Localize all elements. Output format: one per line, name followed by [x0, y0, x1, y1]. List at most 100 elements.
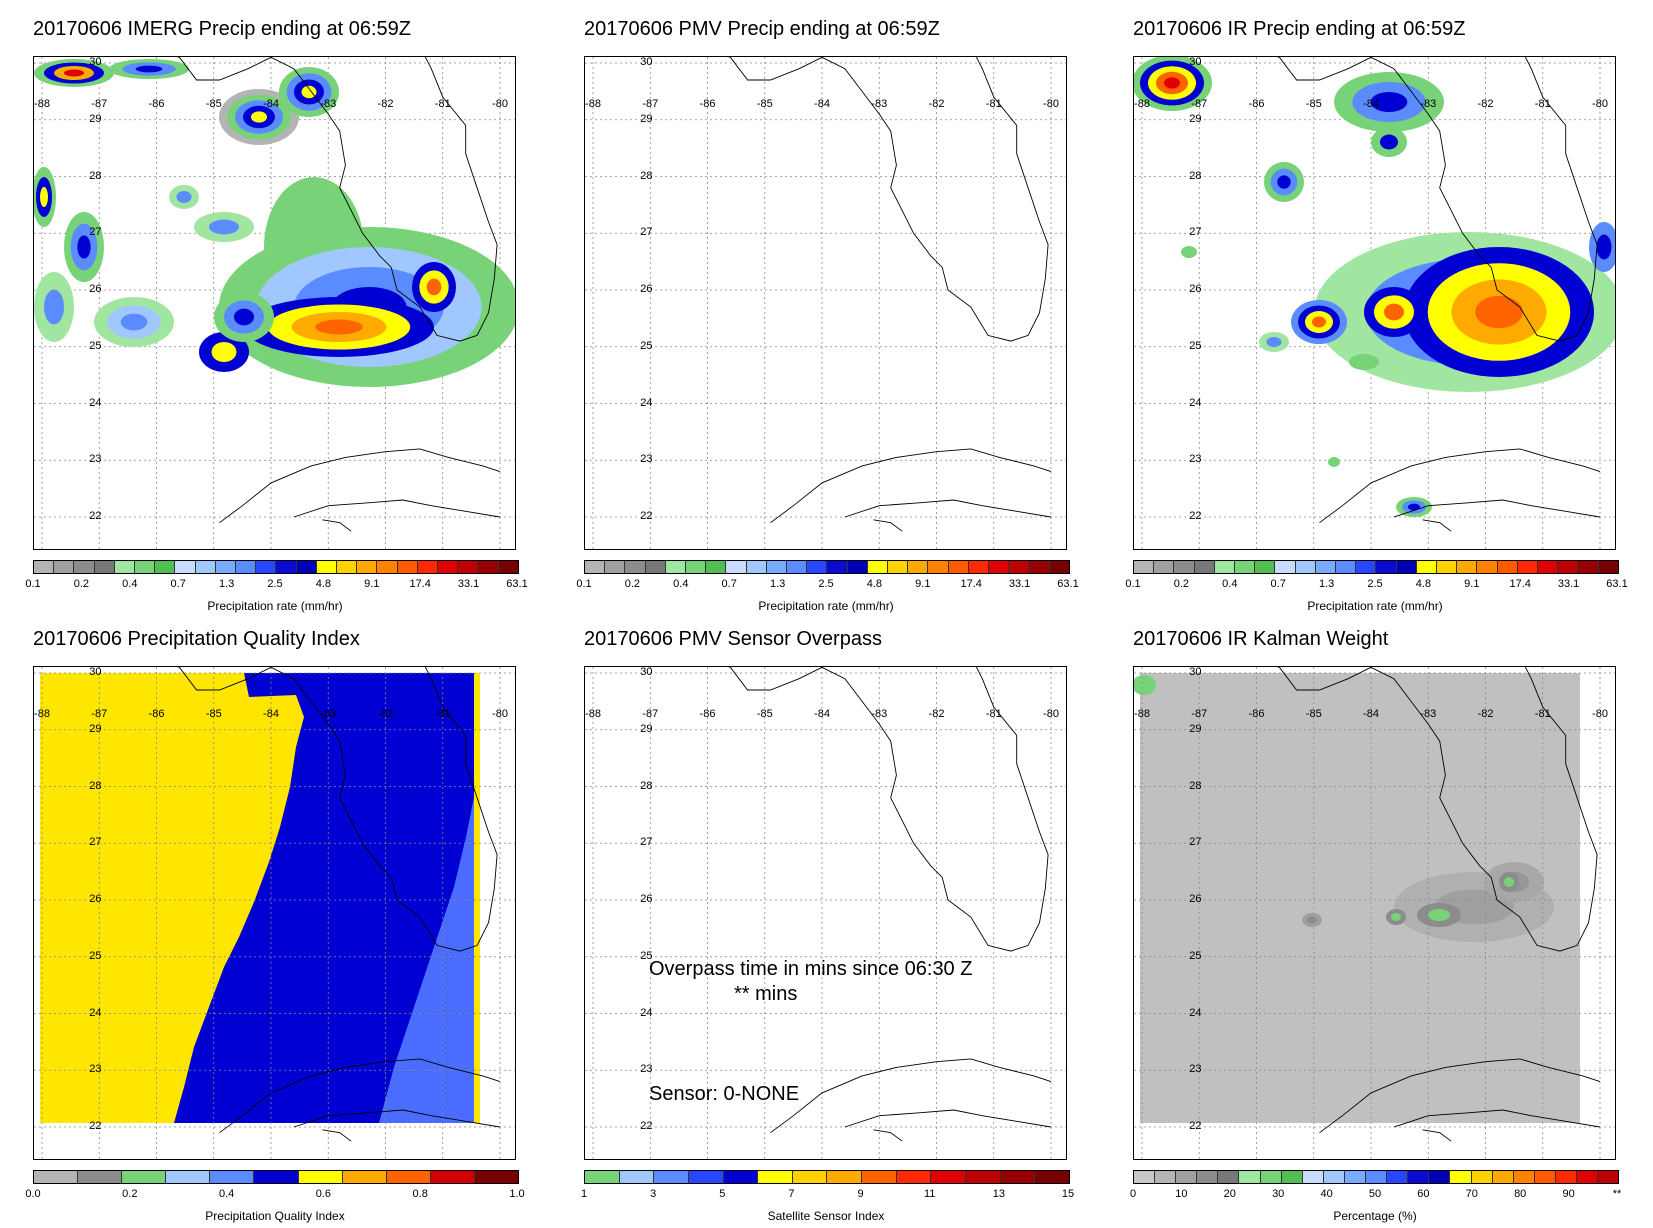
colorbar-tick-label: 40	[1320, 1188, 1333, 1200]
latitude-label: 30	[89, 56, 102, 68]
longitude-label: -83	[320, 708, 337, 721]
colorbar-swatch	[1558, 561, 1579, 573]
latitude-label: 24	[89, 396, 102, 409]
panel-title: 20170606 IR Kalman Weight	[1133, 628, 1389, 650]
colorbar-swatch	[34, 1171, 79, 1183]
colorbar-swatch	[256, 561, 277, 573]
precip-cell	[1386, 909, 1406, 925]
longitude-label: -81	[1534, 708, 1551, 721]
precip-cell	[34, 272, 74, 342]
colorbar-swatch	[94, 561, 115, 573]
latitude-label: 27	[640, 226, 653, 239]
colorbar-tick-label: 0.7	[721, 578, 737, 590]
longitude-label: -83	[871, 98, 888, 111]
colorbar-ticks: 1 3 5 7 9 11 13 15	[580, 1188, 1074, 1202]
map-svg	[1134, 57, 1615, 549]
colorbar-tick-label: 11	[923, 1188, 936, 1200]
latitude-label: 26	[1189, 283, 1202, 295]
longitude-label: -88	[1134, 98, 1150, 111]
latitude-label: 30	[640, 666, 653, 678]
latitude-label: 24	[89, 1006, 102, 1019]
colorbar-swatch	[1366, 1171, 1388, 1183]
colorbar-swatch	[1235, 561, 1256, 573]
colorbar-swatch	[619, 1171, 655, 1183]
colorbar-swatch	[1315, 561, 1337, 573]
panel-title: 20170606 PMV Sensor Overpass	[584, 628, 882, 650]
colorbar-tick-label: 17.4	[1509, 578, 1531, 590]
colorbar-swatch	[1155, 1171, 1177, 1183]
latitude-label: 24	[1189, 1006, 1202, 1019]
longitude-label: -87	[1191, 708, 1208, 721]
colorbar-swatch	[1239, 1171, 1261, 1183]
latitude-label: 22	[1189, 510, 1202, 522]
colorbar-swatch	[1214, 561, 1236, 573]
colorbar-swatch	[966, 1171, 1001, 1183]
colorbar	[584, 1170, 1070, 1184]
panel-title: 20170606 PMV Precip ending at 06:59Z	[584, 18, 940, 40]
precip-cell	[64, 212, 104, 282]
colorbar-swatch	[989, 561, 1010, 573]
latitude-label: 24	[640, 396, 653, 409]
latitude-label: 26	[1189, 893, 1202, 905]
colorbar-ticks: 0.1 0.2 0.4 0.7 1.3 2.5 4.8 9.1 17.4 33.1 63.1	[1125, 578, 1627, 592]
colorbar-swatch	[908, 561, 929, 573]
coastline	[177, 667, 501, 1142]
colorbar-tick-label: 0.4	[1222, 578, 1238, 590]
map-svg	[585, 667, 1066, 1159]
colorbar	[33, 560, 519, 574]
colorbar-swatch	[1538, 561, 1559, 573]
longitude-label: -83	[871, 708, 888, 721]
colorbar-swatch	[195, 561, 216, 573]
precip-cell	[1371, 127, 1407, 157]
precip-cell	[1134, 675, 1156, 695]
latitude-label: 30	[1189, 56, 1202, 68]
longitude-label: -83	[1420, 98, 1437, 111]
colorbar-tick-label: 70	[1465, 1188, 1478, 1200]
colorbar-tick-label: 0.2	[73, 578, 90, 590]
colorbar-swatch	[1035, 1171, 1069, 1183]
latitude-label: 28	[89, 779, 102, 792]
colorbar-swatch	[968, 561, 990, 573]
colorbar-tick-label: 0.4	[218, 1188, 235, 1200]
precip-cell	[244, 297, 434, 357]
latitude-label: 23	[89, 453, 102, 466]
longitude-label: -85	[205, 98, 222, 111]
colorbar-title: Precipitation rate (mm/hr)	[1307, 599, 1443, 613]
colorbar-swatch	[1497, 561, 1518, 573]
colorbar-swatch	[74, 561, 95, 573]
colorbar-tick-label: 1.3	[1318, 578, 1335, 590]
colorbar-tick-label: 0.7	[170, 578, 186, 590]
colorbar-ticks: 0.1 0.2 0.4 0.7 1.3 2.5 4.8 9.1 17.4 33.1 63.1	[25, 578, 527, 592]
colorbar-tick-label: 0.1	[25, 578, 41, 590]
colorbar-swatch	[792, 1171, 828, 1183]
colorbar-swatch	[1513, 1171, 1535, 1183]
colorbar-swatch	[386, 1171, 431, 1183]
colorbar-swatch	[1344, 1171, 1367, 1183]
latitude-label: 26	[89, 893, 102, 905]
colorbar-swatch	[236, 561, 257, 573]
colorbar-swatch	[498, 561, 518, 573]
colorbar-swatch	[746, 561, 767, 573]
panel-kalman: 20170606 IR Kalman Weight -88 -87 -86 -85 -8…	[1130, 628, 1653, 1228]
colorbar-tick-label: 63.1	[1057, 578, 1079, 590]
colorbar-tick-label: 1	[580, 1188, 588, 1200]
coastline	[177, 57, 501, 532]
colorbar-swatch	[706, 561, 727, 573]
colorbar-swatch	[862, 1171, 897, 1183]
colorbar-swatch	[686, 561, 707, 573]
longitude-label: -88	[34, 708, 50, 721]
colorbar-title: Satellite Sensor Index	[767, 1209, 885, 1223]
sensor-label: Sensor: 0-NONE	[649, 1083, 800, 1105]
longitude-label: -81	[1534, 98, 1551, 111]
longitude-label: -86	[1248, 708, 1265, 721]
precip-cell	[1259, 332, 1289, 352]
longitude-label: -80	[492, 98, 508, 111]
latitude-label: 26	[89, 283, 102, 295]
longitude-label: -87	[1191, 98, 1208, 111]
longitude-label: -83	[1420, 708, 1437, 721]
overpass-time-label: Overpass time in mins since 06:30 Z	[649, 958, 973, 980]
longitude-label: -85	[756, 708, 773, 721]
colorbar-title: Precipitation Quality Index	[205, 1209, 345, 1223]
colorbar-tick-label: 0.0	[25, 1188, 41, 1200]
longitude-label: -87	[642, 98, 659, 111]
